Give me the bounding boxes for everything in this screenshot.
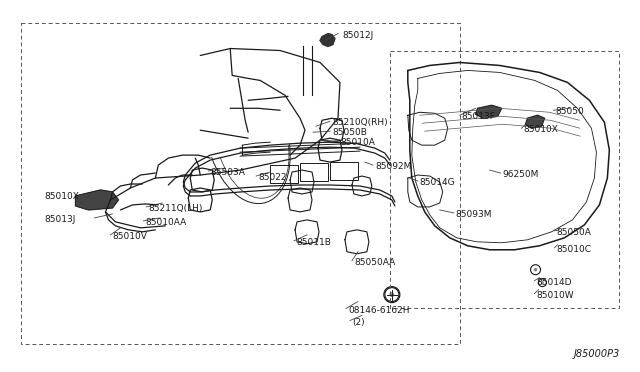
Text: 85050B: 85050B [332, 128, 367, 137]
Text: 85010X: 85010X [45, 192, 79, 201]
Bar [270, 165, 298, 183]
Text: 96250M: 96250M [502, 170, 539, 179]
Text: 85010W: 85010W [536, 291, 574, 299]
Text: 85010A: 85010A [340, 138, 375, 147]
Text: 85013F: 85013F [461, 112, 495, 121]
Text: 85050: 85050 [556, 107, 584, 116]
Text: 85092M: 85092M [375, 162, 412, 171]
Text: 85093M: 85093M [456, 210, 492, 219]
Text: J85000P3: J85000P3 [573, 349, 620, 359]
Circle shape [534, 268, 537, 272]
Text: 85050AA: 85050AA [354, 258, 395, 267]
Text: 85010AA: 85010AA [145, 218, 187, 227]
Text: 85210Q(RH): 85210Q(RH) [332, 118, 388, 127]
Text: 85011B: 85011B [296, 238, 331, 247]
Polygon shape [320, 33, 335, 46]
Circle shape [541, 281, 544, 284]
Polygon shape [525, 115, 545, 128]
Text: 85211Q(LH): 85211Q(LH) [148, 204, 203, 213]
Text: 85012J: 85012J [342, 31, 373, 39]
Text: 85503A: 85503A [210, 168, 245, 177]
Text: 85022: 85022 [258, 173, 287, 182]
Text: 85010V: 85010V [113, 232, 147, 241]
Text: 85014D: 85014D [536, 278, 572, 287]
Bar [330, 162, 358, 180]
Polygon shape [476, 105, 502, 118]
Text: 85010X: 85010X [524, 125, 559, 134]
Polygon shape [76, 190, 118, 210]
Text: 85014G: 85014G [420, 178, 456, 187]
Text: (2): (2) [352, 318, 365, 327]
Text: 85050A: 85050A [557, 228, 591, 237]
Bar [300, 163, 328, 181]
Text: 85013J: 85013J [45, 215, 76, 224]
Text: 08146-6162H: 08146-6162H [348, 305, 410, 315]
Circle shape [389, 292, 394, 297]
Text: 85010C: 85010C [557, 245, 591, 254]
